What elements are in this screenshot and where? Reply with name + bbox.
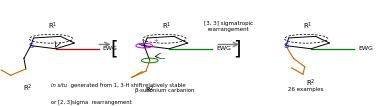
- Text: −: −: [159, 56, 165, 62]
- Text: ]: ]: [233, 40, 241, 59]
- Text: R$^2$: R$^2$: [23, 83, 33, 94]
- Text: EWG: EWG: [103, 46, 118, 51]
- Text: [: [: [111, 40, 118, 59]
- Text: EWG: EWG: [216, 46, 231, 51]
- Text: EWG: EWG: [358, 46, 373, 51]
- Text: +: +: [153, 38, 158, 43]
- Text: in situ: in situ: [51, 83, 67, 88]
- Text: R$^2$: R$^2$: [306, 77, 315, 89]
- Text: S: S: [283, 42, 288, 50]
- Text: R$^1$: R$^1$: [161, 20, 171, 32]
- Text: relatively stable
β-sulfonium carbanion: relatively stable β-sulfonium carbanion: [135, 83, 194, 93]
- Text: or [2, 3]sigma  rearrangement: or [2, 3]sigma rearrangement: [51, 100, 132, 105]
- Text: R$^1$: R$^1$: [48, 20, 58, 32]
- Text: S: S: [28, 42, 33, 50]
- Text: S: S: [141, 42, 147, 50]
- Text: 26 examples: 26 examples: [288, 87, 324, 92]
- Text: R$^2$: R$^2$: [145, 85, 155, 96]
- Text: generated from 1, 3-H shift: generated from 1, 3-H shift: [69, 83, 143, 88]
- Text: R$^1$: R$^1$: [303, 20, 313, 32]
- Text: [3, 3] sigmatropic
rearrangement: [3, 3] sigmatropic rearrangement: [204, 21, 253, 32]
